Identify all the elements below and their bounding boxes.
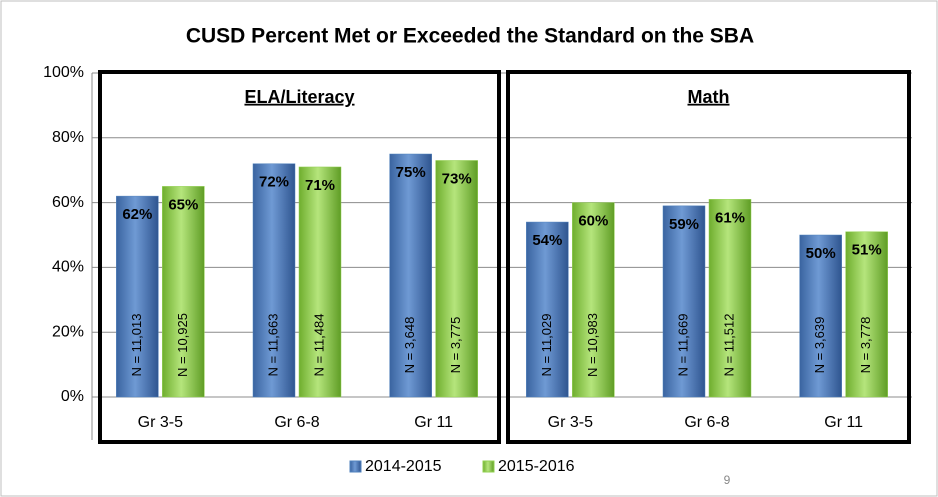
legend-swatch (349, 460, 362, 473)
n-label: N = 3,775 (448, 317, 463, 374)
bar (116, 195, 159, 398)
y-tick-label: 20% (52, 323, 84, 340)
group-label: ELA/Literacy (244, 87, 354, 107)
value-label: 62% (122, 206, 152, 223)
value-label: 72% (259, 174, 289, 191)
bar (708, 199, 752, 398)
bar (526, 221, 569, 398)
y-tick-label: 80% (52, 129, 84, 146)
value-label: 73% (442, 170, 472, 187)
bar (252, 163, 296, 398)
x-tick-label: Gr 6-8 (274, 414, 319, 431)
n-label: N = 11,013 (129, 313, 144, 376)
bar (662, 205, 706, 398)
n-label: N = 10,983 (585, 313, 600, 377)
n-label: N = 11,484 (311, 313, 326, 376)
x-tick-label: Gr 11 (414, 414, 453, 431)
n-label: N = 11,669 (675, 313, 690, 376)
legend-label: 2015-2016 (498, 458, 575, 475)
n-label: N = 10,925 (175, 313, 190, 377)
n-label: N = 11,029 (539, 313, 554, 376)
bar (435, 160, 478, 398)
value-label: 60% (578, 213, 608, 230)
bar (298, 166, 342, 398)
legend-label: 2014-2015 (365, 458, 442, 475)
value-label: 71% (305, 177, 335, 194)
x-tick-label: Gr 3-5 (548, 414, 593, 431)
group-label: Math (688, 87, 730, 107)
x-tick-label: Gr 6-8 (684, 414, 729, 431)
bar (572, 202, 615, 398)
value-label: 51% (852, 242, 882, 259)
group-box (98, 70, 501, 444)
legend-swatch (482, 460, 495, 473)
group-box (506, 70, 911, 444)
page-number: 9 (724, 473, 731, 487)
chart-title: CUSD Percent Met or Exceeded the Standar… (186, 25, 754, 48)
y-tick-label: 0% (61, 388, 84, 405)
value-label: 50% (806, 245, 836, 262)
value-label: 75% (396, 164, 426, 181)
n-label: N = 3,778 (858, 317, 873, 374)
value-label: 54% (532, 232, 562, 249)
value-label: 59% (669, 216, 699, 233)
value-label: 65% (168, 196, 198, 213)
y-tick-label: 100% (43, 64, 84, 81)
x-tick-label: Gr 3-5 (138, 414, 183, 431)
x-tick-label: Gr 11 (824, 414, 863, 431)
n-label: N = 11,512 (721, 313, 736, 376)
n-label: N = 11,663 (265, 313, 280, 376)
bar (845, 231, 888, 398)
n-label: N = 3,648 (402, 317, 417, 374)
bar (162, 186, 205, 398)
y-tick-label: 60% (52, 194, 84, 211)
bar (389, 153, 432, 398)
bar (799, 234, 842, 398)
value-label: 61% (715, 209, 745, 226)
n-label: N = 3,639 (812, 317, 827, 374)
y-tick-label: 40% (52, 259, 84, 276)
